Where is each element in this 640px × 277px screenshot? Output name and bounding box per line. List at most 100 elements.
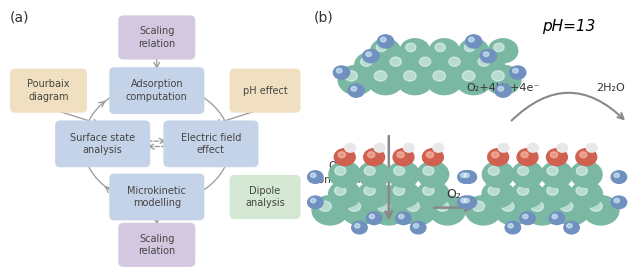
Circle shape xyxy=(374,143,385,152)
Circle shape xyxy=(472,52,504,79)
Circle shape xyxy=(459,39,488,63)
FancyBboxPatch shape xyxy=(230,69,301,113)
Circle shape xyxy=(388,161,419,187)
Circle shape xyxy=(464,198,469,203)
Circle shape xyxy=(355,52,387,79)
Circle shape xyxy=(435,43,445,52)
Circle shape xyxy=(550,152,557,158)
Circle shape xyxy=(367,65,403,95)
Circle shape xyxy=(397,152,404,158)
Text: Pourbaix
diagram: Pourbaix diagram xyxy=(28,79,70,102)
Circle shape xyxy=(396,212,412,225)
Circle shape xyxy=(310,173,316,178)
FancyBboxPatch shape xyxy=(109,67,204,114)
Circle shape xyxy=(464,173,469,178)
Circle shape xyxy=(492,71,504,81)
Circle shape xyxy=(505,221,520,234)
Circle shape xyxy=(554,196,589,225)
Circle shape xyxy=(371,196,407,225)
Circle shape xyxy=(426,152,433,158)
Circle shape xyxy=(465,43,475,52)
Circle shape xyxy=(541,181,573,207)
Circle shape xyxy=(589,201,602,211)
Circle shape xyxy=(547,149,567,166)
Circle shape xyxy=(557,143,568,152)
Circle shape xyxy=(512,161,543,187)
Circle shape xyxy=(413,52,445,79)
Circle shape xyxy=(422,186,434,195)
Circle shape xyxy=(465,35,482,48)
FancyBboxPatch shape xyxy=(109,174,204,220)
FancyBboxPatch shape xyxy=(55,120,150,167)
Circle shape xyxy=(355,224,360,228)
Circle shape xyxy=(583,196,619,225)
Circle shape xyxy=(465,196,501,225)
Circle shape xyxy=(410,221,426,234)
Circle shape xyxy=(483,52,489,57)
Text: (a): (a) xyxy=(10,11,29,25)
Circle shape xyxy=(394,186,404,195)
Circle shape xyxy=(614,173,620,178)
FancyBboxPatch shape xyxy=(163,120,259,167)
FancyBboxPatch shape xyxy=(118,223,195,267)
Circle shape xyxy=(345,143,355,152)
Circle shape xyxy=(403,143,414,152)
Circle shape xyxy=(367,152,375,158)
Circle shape xyxy=(364,166,375,175)
Circle shape xyxy=(547,186,558,195)
Text: 2H₂O: 2H₂O xyxy=(596,83,625,93)
Circle shape xyxy=(564,221,579,234)
Text: Electric field
effect: Electric field effect xyxy=(180,133,241,155)
Circle shape xyxy=(549,212,564,225)
Circle shape xyxy=(387,181,420,207)
Circle shape xyxy=(480,50,497,63)
Circle shape xyxy=(335,166,346,175)
Circle shape xyxy=(521,152,528,158)
Circle shape xyxy=(468,37,474,42)
Circle shape xyxy=(338,65,374,95)
Circle shape xyxy=(351,86,356,91)
Circle shape xyxy=(319,201,332,211)
Circle shape xyxy=(478,57,490,66)
Circle shape xyxy=(400,196,436,225)
Circle shape xyxy=(586,143,597,152)
Circle shape xyxy=(345,71,357,81)
Circle shape xyxy=(520,212,535,225)
Circle shape xyxy=(406,43,416,52)
Circle shape xyxy=(482,181,515,207)
Circle shape xyxy=(369,214,374,219)
Circle shape xyxy=(310,198,316,203)
Circle shape xyxy=(513,68,518,73)
Circle shape xyxy=(429,196,465,225)
Circle shape xyxy=(433,71,445,81)
Circle shape xyxy=(498,143,509,152)
Circle shape xyxy=(488,149,509,166)
Circle shape xyxy=(417,181,449,207)
Circle shape xyxy=(423,166,434,175)
Circle shape xyxy=(511,181,543,207)
Circle shape xyxy=(508,224,513,228)
Circle shape xyxy=(547,166,558,175)
Circle shape xyxy=(518,166,529,175)
FancyArrowPatch shape xyxy=(511,93,623,120)
Circle shape xyxy=(397,65,433,95)
Circle shape xyxy=(358,181,390,207)
Circle shape xyxy=(495,84,511,97)
Text: (b): (b) xyxy=(314,11,333,25)
Circle shape xyxy=(611,171,627,183)
Text: O₂+4H⁺+4e⁻: O₂+4H⁺+4e⁻ xyxy=(467,83,540,93)
Circle shape xyxy=(560,201,573,211)
Circle shape xyxy=(488,166,499,175)
Circle shape xyxy=(380,37,386,42)
Circle shape xyxy=(524,196,560,225)
Circle shape xyxy=(541,161,573,187)
Circle shape xyxy=(399,214,404,219)
Circle shape xyxy=(378,35,394,48)
Circle shape xyxy=(461,198,466,203)
Circle shape xyxy=(449,57,460,66)
Circle shape xyxy=(308,171,323,183)
Circle shape xyxy=(483,161,514,187)
Text: Microkinetic
modelling: Microkinetic modelling xyxy=(127,186,186,208)
Circle shape xyxy=(462,71,475,81)
Circle shape xyxy=(576,186,588,195)
